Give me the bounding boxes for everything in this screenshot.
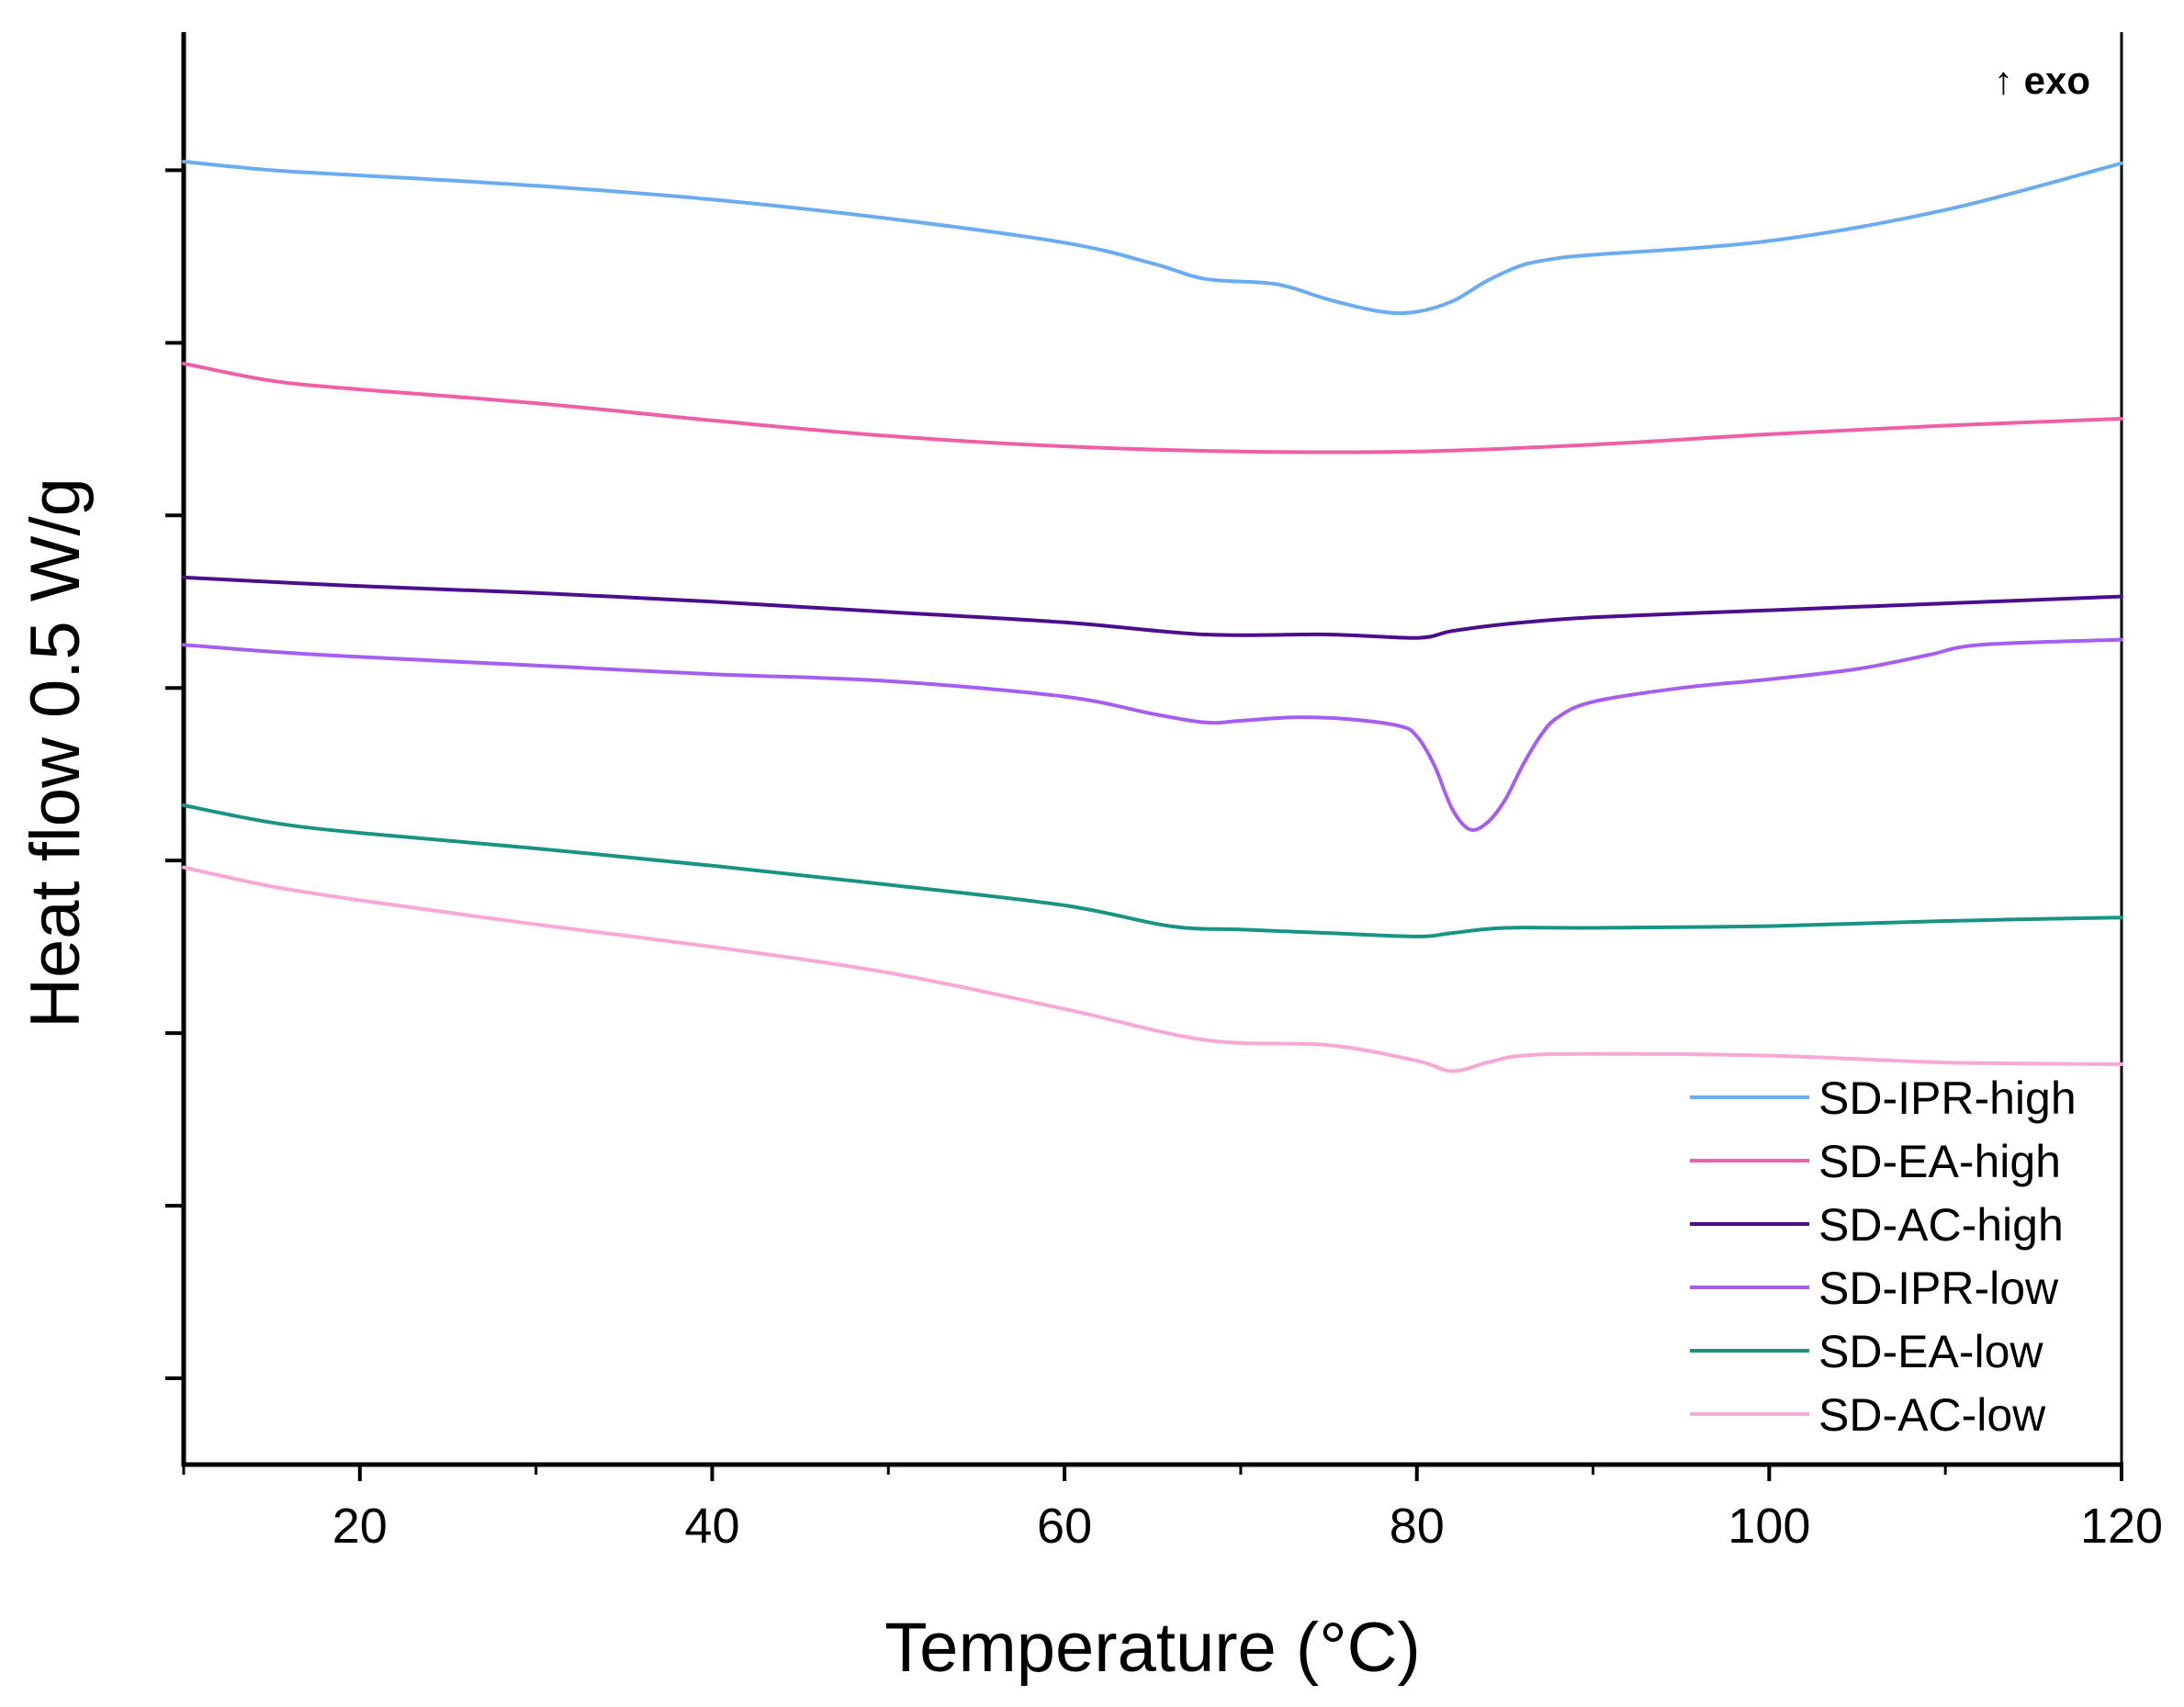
legend-label-sd-ipr-low: SD-IPR-low: [1818, 1263, 2059, 1314]
series-lines: [182, 160, 2123, 1073]
x-tick-label: 40: [684, 1499, 739, 1554]
x-axis-ticks: 20 40 60 80 100 120: [182, 1465, 2163, 1554]
legend-label-sd-ea-high: SD-EA-high: [1818, 1136, 2061, 1187]
legend-label-sd-ac-low: SD-AC-low: [1818, 1389, 2046, 1441]
plot-frame: [181, 32, 2123, 1467]
legend-label-sd-ac-high: SD-AC-high: [1818, 1199, 2064, 1251]
series-line-sd-ac-high: [182, 575, 2123, 640]
x-tick-label: 60: [1037, 1499, 1092, 1554]
legend: SD-IPR-high SD-EA-high SD-AC-high SD-IPR-lo…: [1690, 1072, 2077, 1441]
series-line-sd-ac-low: [182, 865, 2123, 1073]
y-axis-label: Heat flow 0.5 W/g: [17, 477, 95, 1028]
series-line-sd-ea-low: [182, 803, 2123, 938]
exo-annotation: ↑ exo: [1994, 59, 2090, 102]
series-line-sd-ea-high: [182, 361, 2123, 455]
series-line-sd-ipr-high: [182, 160, 2123, 316]
x-tick-label: 120: [2080, 1499, 2163, 1554]
x-tick-label: 80: [1390, 1499, 1445, 1554]
x-tick-label: 100: [1728, 1499, 1810, 1554]
legend-label-sd-ipr-high: SD-IPR-high: [1818, 1072, 2077, 1124]
series-line-sd-ipr-low: [182, 637, 2123, 832]
x-tick-label: 20: [332, 1499, 388, 1554]
x-axis-label: Temperature (°C): [884, 1609, 1421, 1687]
y-axis-ticks: [165, 168, 184, 1381]
legend-label-sd-ea-low: SD-EA-low: [1818, 1326, 2043, 1377]
